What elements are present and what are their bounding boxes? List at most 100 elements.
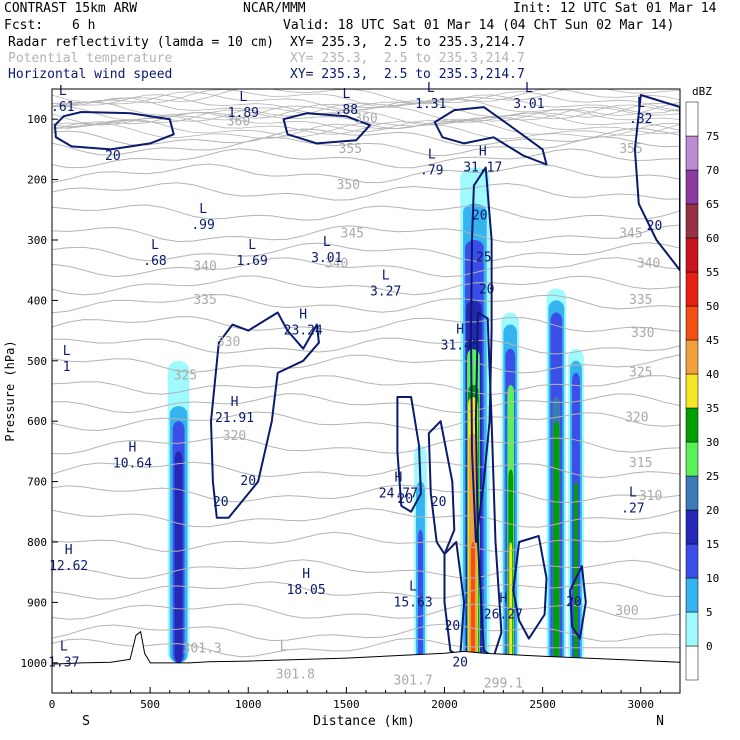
theta-contour-18: [52, 182, 680, 201]
x-tick-label-1: 0: [49, 698, 56, 711]
colorbar-swatch-6: [685, 475, 699, 511]
theta-label-12: 335: [629, 293, 652, 308]
theta-extremum-1: L: [280, 640, 288, 655]
theta-label-13: 330: [217, 335, 240, 350]
wind-extremum-type-12: L: [323, 235, 331, 250]
wind-extremum-type-19: H: [394, 471, 402, 486]
wind-contours: [53, 94, 680, 658]
colorbar-swatch-2: [685, 611, 699, 647]
theta-label-22: 301.3: [183, 641, 222, 656]
colorbar-swatch-17: [685, 101, 699, 137]
theta-contour-39: [52, 623, 680, 642]
colorbar-label-9: 40: [706, 368, 719, 381]
model-name: CONTRAST 15km ARW: [4, 1, 138, 16]
wind-extremum-type-25: L: [60, 640, 68, 655]
wind-extremum-type-23: L: [409, 579, 417, 594]
colorbar-label-11: 50: [706, 300, 719, 313]
wind-extremum-value-12: 3.01: [311, 251, 342, 266]
wind-extremum-value-18: 10.64: [113, 456, 152, 471]
wind-extremum-value-15: 31.45: [441, 339, 480, 354]
x-tick-label-6: 2500: [529, 698, 556, 711]
theta-contour-20: [52, 224, 680, 243]
colorbar-swatch-9: [685, 373, 699, 409]
center-name: NCAR/MMM: [243, 1, 306, 16]
wind-extremum-type-13: L: [382, 268, 390, 283]
wind-extremum-type-8: H: [479, 144, 487, 159]
wind-extremum-type-6: L: [637, 96, 645, 111]
colorbar-label-16: 75: [706, 130, 719, 143]
theta-label-18: 320: [625, 411, 648, 426]
north-end-label: N: [656, 714, 664, 729]
colorbar-label-15: 70: [706, 164, 719, 177]
colorbar-swatch-16: [685, 135, 699, 171]
colorbar-swatch-8: [685, 407, 699, 443]
wind-extremum-type-18: H: [129, 440, 137, 455]
wind-contour-label-2: 20: [472, 208, 488, 223]
wind-contour-1: [53, 111, 175, 151]
reflectivity-column-4-level-5: [509, 542, 513, 663]
theta-contour-15: [52, 136, 680, 157]
wind-extremum-type-7: L: [428, 147, 436, 162]
y-tick-label-6: 600: [27, 415, 47, 428]
colorbar-swatch-12: [685, 271, 699, 307]
theta-label-17: 320: [223, 429, 246, 444]
theta-contour-13: [52, 122, 680, 140]
theta-contour-31: [52, 436, 680, 455]
wind-contour-11: [569, 565, 587, 640]
x-tick-label-7: 3000: [628, 698, 655, 711]
theta-label-8: 340: [325, 257, 348, 272]
wind-extremum-value-21: 12.62: [49, 559, 88, 574]
south-end-label: S: [82, 714, 90, 729]
colorbar-swatch-7: [685, 441, 699, 477]
wind-extremum-value-14: 23.24: [284, 324, 323, 339]
theta-label-16: 325: [629, 365, 652, 380]
wind-contour-2: [282, 112, 371, 145]
wind-extremum-value-24: 26.27: [484, 607, 523, 622]
theta-label-6: 345: [341, 226, 364, 241]
wind-contour-7: [396, 396, 422, 513]
colorbar-unit: dBZ: [692, 85, 712, 98]
theta-contour-16: [52, 148, 680, 169]
x-tick-label-2: 500: [140, 698, 160, 711]
wind-extremum-value-20: .27: [621, 502, 644, 517]
x-tick-label-4: 1500: [333, 698, 360, 711]
colorbar-label-10: 45: [706, 334, 719, 347]
theta-contour-30: [52, 411, 680, 432]
y-tick-label-4: 400: [27, 294, 47, 307]
colorbar-label-14: 65: [706, 198, 719, 211]
colorbar-label-4: 15: [706, 538, 719, 551]
colorbar-swatch-14: [685, 203, 699, 239]
wind-contour-10: [512, 535, 548, 640]
colorbar-label-7: 30: [706, 436, 719, 449]
colorbar-label-8: 35: [706, 402, 719, 415]
wind-contour-label-8: 20: [397, 492, 413, 507]
wind-extremum-type-16: L: [63, 344, 71, 359]
wind-extremum-value-13: 3.27: [370, 284, 401, 299]
colorbar-label-3: 10: [706, 572, 719, 585]
theta-contour-34: [52, 507, 680, 528]
terrain-fill: [52, 632, 680, 693]
wind-contour-label-7: 20: [213, 495, 229, 510]
wind-extremum-type-3: L: [342, 87, 350, 102]
colorbar-swatch-3: [685, 577, 699, 613]
wind-contour-5: [474, 311, 503, 658]
wind-contour-8: [427, 420, 456, 556]
theta-contour-23: [52, 275, 680, 296]
reflectivity-column-6-level-3: [574, 481, 578, 663]
theta-contour-25: [52, 316, 680, 333]
wind-extremum-type-2: L: [239, 90, 247, 105]
y-tick-label-9: 900: [27, 596, 47, 609]
x-axis-label: Distance (km): [313, 714, 415, 729]
x-tick-label-5: 2000: [431, 698, 458, 711]
wind-extremum-value-9: .99: [191, 218, 214, 233]
wind-extremum-value-23: 15.63: [394, 595, 433, 610]
wind-extremum-type-22: H: [302, 567, 310, 582]
y-tick-label-7: 700: [27, 476, 47, 489]
wind-extremum-value-8: 31.17: [463, 160, 502, 175]
theta-contour-3: [52, 91, 680, 112]
theta-label-25: 299.1: [484, 676, 523, 691]
theta-label-3: 355: [339, 142, 362, 157]
wind-contour-12: [633, 94, 680, 272]
colorbar-label-13: 60: [706, 232, 719, 245]
y-tick-label-3: 300: [27, 234, 47, 247]
